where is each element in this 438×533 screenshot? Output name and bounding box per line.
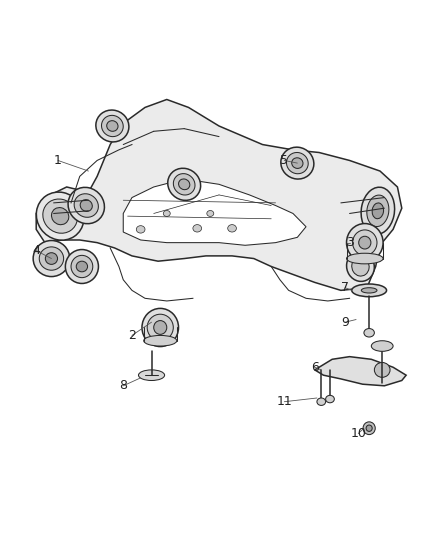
Text: 6: 6 — [311, 361, 319, 374]
Ellipse shape — [193, 224, 201, 232]
Ellipse shape — [168, 168, 201, 200]
PathPatch shape — [123, 179, 306, 245]
Ellipse shape — [352, 284, 387, 297]
Ellipse shape — [74, 194, 99, 217]
Ellipse shape — [102, 115, 123, 136]
Ellipse shape — [96, 110, 129, 142]
Ellipse shape — [363, 422, 375, 434]
Text: 8: 8 — [119, 379, 127, 392]
Ellipse shape — [39, 247, 64, 270]
Text: 3: 3 — [346, 236, 353, 249]
Ellipse shape — [352, 257, 369, 276]
Ellipse shape — [36, 192, 84, 240]
Ellipse shape — [361, 187, 395, 235]
Ellipse shape — [46, 253, 57, 264]
Ellipse shape — [228, 224, 237, 232]
Ellipse shape — [107, 120, 118, 131]
Ellipse shape — [361, 288, 377, 293]
Ellipse shape — [374, 362, 390, 377]
Ellipse shape — [207, 211, 214, 216]
Ellipse shape — [138, 370, 165, 381]
Ellipse shape — [353, 230, 377, 255]
Ellipse shape — [76, 261, 88, 272]
Text: 9: 9 — [341, 316, 349, 329]
Ellipse shape — [366, 425, 372, 431]
Text: 2: 2 — [128, 329, 136, 342]
Ellipse shape — [367, 195, 389, 227]
Ellipse shape — [80, 200, 92, 212]
Ellipse shape — [346, 252, 374, 281]
Text: 4: 4 — [32, 244, 40, 257]
Ellipse shape — [52, 207, 69, 225]
Ellipse shape — [179, 179, 190, 190]
Ellipse shape — [43, 199, 78, 233]
Text: 10: 10 — [350, 427, 366, 440]
Ellipse shape — [65, 249, 99, 284]
Ellipse shape — [325, 395, 334, 403]
Ellipse shape — [371, 341, 393, 351]
Ellipse shape — [136, 225, 145, 233]
Ellipse shape — [372, 203, 384, 219]
Ellipse shape — [359, 236, 371, 249]
PathPatch shape — [315, 357, 406, 386]
Ellipse shape — [144, 335, 177, 346]
Text: 7: 7 — [341, 281, 349, 294]
Ellipse shape — [71, 255, 93, 278]
Ellipse shape — [281, 147, 314, 179]
Ellipse shape — [163, 211, 170, 216]
Text: 1: 1 — [54, 154, 62, 167]
Ellipse shape — [142, 309, 179, 346]
Ellipse shape — [292, 158, 303, 168]
Ellipse shape — [68, 188, 104, 224]
Text: 5: 5 — [280, 154, 288, 167]
Ellipse shape — [173, 174, 195, 195]
Ellipse shape — [154, 320, 167, 334]
Text: 11: 11 — [276, 395, 292, 408]
Ellipse shape — [317, 398, 325, 406]
Ellipse shape — [346, 223, 383, 262]
Ellipse shape — [364, 328, 374, 337]
Ellipse shape — [33, 240, 70, 277]
PathPatch shape — [36, 100, 402, 290]
Ellipse shape — [346, 253, 383, 264]
Ellipse shape — [147, 314, 173, 341]
Ellipse shape — [286, 152, 308, 174]
